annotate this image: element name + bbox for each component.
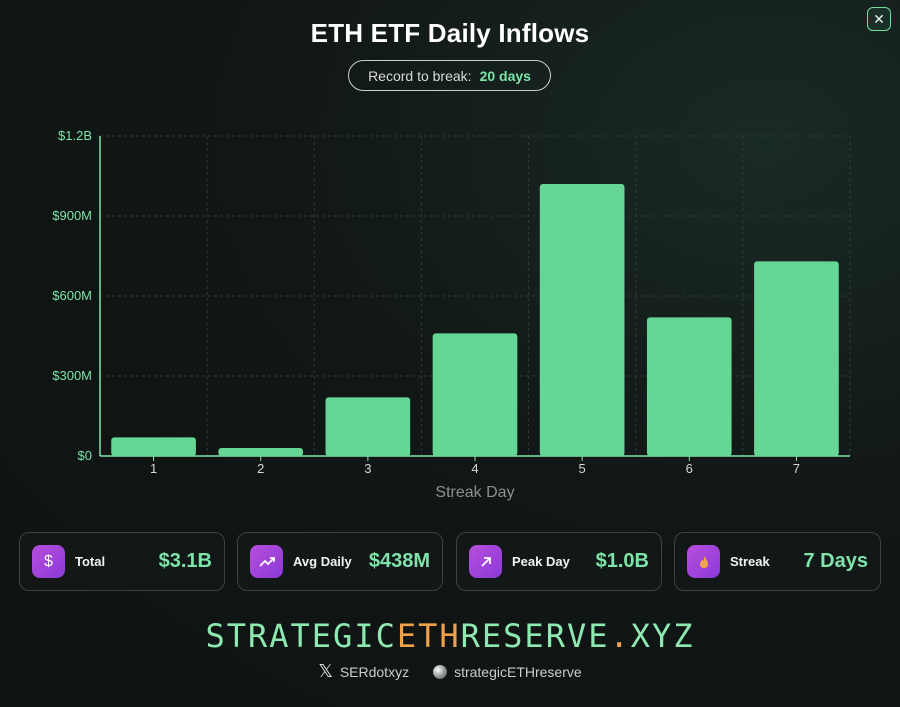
brand-wordmark[interactable]: STRATEGICETHRESERVE.XYZ	[0, 617, 900, 655]
stat-value: $438M	[368, 550, 430, 572]
bar	[325, 397, 411, 456]
x-tick-label: 6	[686, 461, 693, 476]
social-orb[interactable]: strategicETHreserve	[433, 661, 582, 682]
stat-label: Avg Daily	[293, 554, 352, 569]
brand-dot: .	[609, 617, 631, 655]
x-tick-label: 1	[150, 461, 157, 476]
x-tick-label: 5	[579, 461, 586, 476]
bar	[646, 317, 732, 456]
stat-label: Total	[75, 554, 106, 569]
social-handle: strategicETHreserve	[454, 663, 582, 680]
stat-card-total: $ Total $3.1B	[19, 532, 225, 591]
bar-chart: $0 $300M $600M $900M $1.2B 1 2 3 4 5 6 7 Streak Day	[52, 128, 851, 501]
y-tick-label: $300M	[52, 368, 92, 383]
x-tick-label: 2	[257, 461, 264, 476]
y-tick-label: $900M	[52, 208, 92, 223]
close-button[interactable]: ✕	[867, 7, 891, 31]
stat-card-streak: Streak 7 Days	[674, 532, 881, 591]
x-axis-label: Streak Day	[435, 484, 514, 501]
stats-row: $ Total $3.1B Avg Daily $438M Peak Day $…	[19, 532, 881, 591]
stat-value: $1.0B	[595, 550, 649, 572]
bar	[432, 333, 518, 456]
flame-icon	[687, 545, 720, 578]
x-logo-icon: 𝕏	[318, 661, 333, 681]
stat-card-peak-day: Peak Day $1.0B	[456, 532, 662, 591]
social-handle: SERdotxyz	[339, 663, 410, 680]
arrow-up-right-icon	[469, 545, 502, 578]
x-tick-label: 7	[793, 461, 800, 476]
close-icon: ✕	[873, 10, 885, 27]
record-label: Record to break:	[368, 67, 472, 84]
x-tick-label: 3	[364, 461, 371, 476]
chart-title: ETH ETF Daily Inflows	[310, 18, 590, 48]
bar	[539, 184, 625, 456]
brand-tld: XYZ	[630, 617, 695, 655]
dollar-icon: $	[32, 545, 65, 578]
bar	[754, 261, 839, 456]
record-badge: Record to break: 20 days	[348, 60, 551, 91]
bar	[111, 437, 196, 456]
stat-label: Streak	[730, 554, 770, 569]
bar	[218, 448, 304, 456]
y-tick-label: $600M	[52, 288, 92, 303]
social-x[interactable]: 𝕏 SERdotxyz	[318, 661, 409, 682]
stat-value: $3.1B	[158, 550, 212, 572]
x-tick-label: 4	[471, 461, 478, 476]
y-tick-label: $1.2B	[58, 128, 92, 143]
brand-right: RESERVE	[460, 617, 610, 655]
y-tick-label: $0	[78, 448, 92, 463]
trend-up-icon	[250, 545, 283, 578]
record-value: 20 days	[479, 67, 531, 84]
stat-value: 7 Days	[803, 550, 869, 572]
brand-mid: ETH	[396, 617, 461, 655]
stat-card-avg-daily: Avg Daily $438M	[237, 532, 443, 591]
stat-label: Peak Day	[512, 554, 570, 569]
brand-left: STRATEGIC	[205, 617, 397, 655]
social-links: 𝕏 SERdotxyz strategicETHreserve	[0, 661, 900, 682]
orb-icon	[433, 664, 448, 679]
